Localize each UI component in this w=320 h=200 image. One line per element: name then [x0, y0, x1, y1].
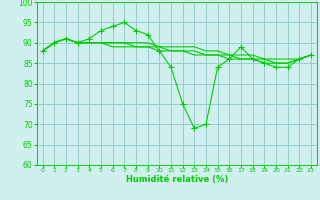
X-axis label: Humidité relative (%): Humidité relative (%) — [126, 175, 228, 184]
